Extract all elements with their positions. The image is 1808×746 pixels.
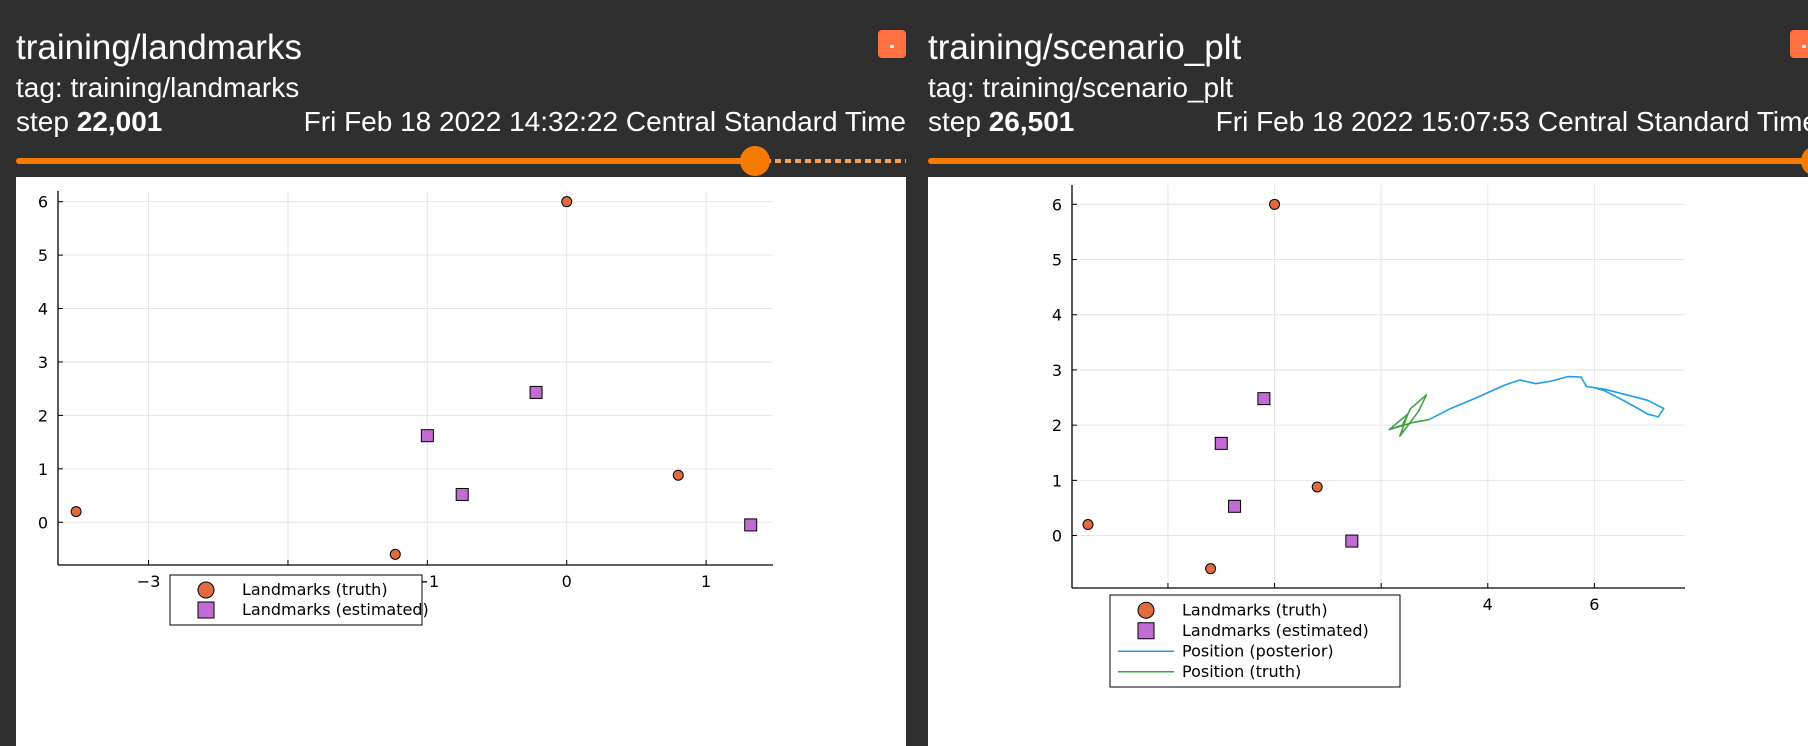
- data-point-estimated: [744, 518, 758, 532]
- expand-icon[interactable]: [1790, 30, 1808, 58]
- legend-label: Landmarks (estimated): [1182, 621, 1369, 640]
- card-title: training/landmarks: [16, 28, 302, 67]
- plot-area: −202460123456 Landmarks (truth)Landmarks…: [928, 177, 1808, 746]
- legend-label: Landmarks (estimated): [242, 600, 429, 619]
- data-point-estimated: [455, 487, 469, 501]
- data-point-truth: [1269, 198, 1281, 210]
- x-tick-label: 1: [701, 572, 711, 591]
- card-tag: tag: training/landmarks: [16, 72, 300, 103]
- legend-label: Landmarks (truth): [1182, 600, 1328, 619]
- legend-label: Position (posterior): [1182, 641, 1334, 660]
- legend-marker: [197, 581, 215, 599]
- scenario-chart: −202460123456 Landmarks (truth)Landmarks…: [1052, 185, 1685, 688]
- data-point-estimated: [1257, 392, 1271, 406]
- data-point-truth: [1082, 519, 1094, 531]
- step-timestamp: Fri Feb 18 2022 14:32:22 Central Standar…: [303, 106, 906, 137]
- data-point-estimated: [1345, 534, 1359, 548]
- y-tick-label: 0: [1052, 527, 1062, 546]
- y-tick-label: 6: [38, 193, 48, 212]
- card-title: training/scenario_plt: [928, 28, 1242, 67]
- y-tick-label: 0: [38, 513, 48, 532]
- legend-marker: [197, 601, 215, 619]
- data-point-estimated: [529, 385, 543, 399]
- y-tick-label: 1: [1052, 471, 1062, 490]
- slider-thumb[interactable]: [1801, 146, 1808, 176]
- slider-thumb[interactable]: [740, 146, 770, 176]
- data-point-truth: [70, 506, 82, 518]
- y-tick-label: 4: [38, 300, 48, 319]
- card-tag: tag: training/scenario_plt: [928, 72, 1234, 103]
- y-tick-label: 5: [38, 246, 48, 265]
- step-slider[interactable]: [16, 146, 906, 176]
- y-tick-label: 5: [1052, 251, 1062, 270]
- data-point-truth: [1205, 563, 1217, 575]
- x-tick-label: −3: [137, 572, 161, 591]
- x-tick-label: 0: [562, 572, 572, 591]
- series-line: [1388, 394, 1430, 438]
- y-tick-label: 3: [1052, 361, 1062, 380]
- chart-legend: Landmarks (truth)Landmarks (estimated)Po…: [1109, 594, 1401, 688]
- expand-icon[interactable]: [878, 30, 906, 58]
- data-point-truth: [561, 196, 573, 208]
- step-slider[interactable]: [928, 146, 1808, 176]
- legend-marker: [1137, 622, 1155, 640]
- step-label: step: [928, 106, 981, 137]
- data-point-estimated: [1228, 499, 1242, 513]
- legend-marker: [1137, 601, 1155, 619]
- y-tick-label: 1: [38, 460, 48, 479]
- step-readout: step 22,001: [16, 106, 162, 138]
- legend-label: Landmarks (truth): [242, 580, 388, 599]
- series-line: [1428, 375, 1665, 421]
- y-tick-label: 6: [1052, 195, 1062, 214]
- x-tick-label: 6: [1589, 595, 1599, 614]
- y-tick-label: 2: [38, 406, 48, 425]
- y-tick-label: 3: [38, 353, 48, 372]
- step-readout: step 26,501: [928, 106, 1074, 138]
- data-point-truth: [389, 548, 401, 560]
- data-point-estimated: [1214, 436, 1228, 450]
- step-value: 22,001: [76, 106, 163, 137]
- data-point-truth: [672, 469, 684, 481]
- step-timestamp: Fri Feb 18 2022 15:07:53 Central Standar…: [1215, 106, 1808, 137]
- slider-track-rest: [755, 159, 906, 163]
- chart-legend: Landmarks (truth)Landmarks (estimated): [169, 574, 429, 626]
- data-point-truth: [1311, 481, 1323, 493]
- slider-track-filled: [928, 158, 1808, 164]
- data-point-estimated: [420, 429, 434, 443]
- chart-card-landmarks: training/landmarks tag: training/landmar…: [16, 0, 906, 746]
- x-tick-label: 4: [1483, 595, 1493, 614]
- slider-track-filled: [16, 158, 755, 164]
- y-tick-label: 2: [1052, 416, 1062, 435]
- y-tick-label: 4: [1052, 306, 1062, 325]
- legend-label: Position (truth): [1182, 662, 1301, 681]
- chart-card-scenario: training/scenario_plt tag: training/scen…: [928, 0, 1808, 746]
- step-value: 26,501: [988, 106, 1075, 137]
- step-label: step: [16, 106, 69, 137]
